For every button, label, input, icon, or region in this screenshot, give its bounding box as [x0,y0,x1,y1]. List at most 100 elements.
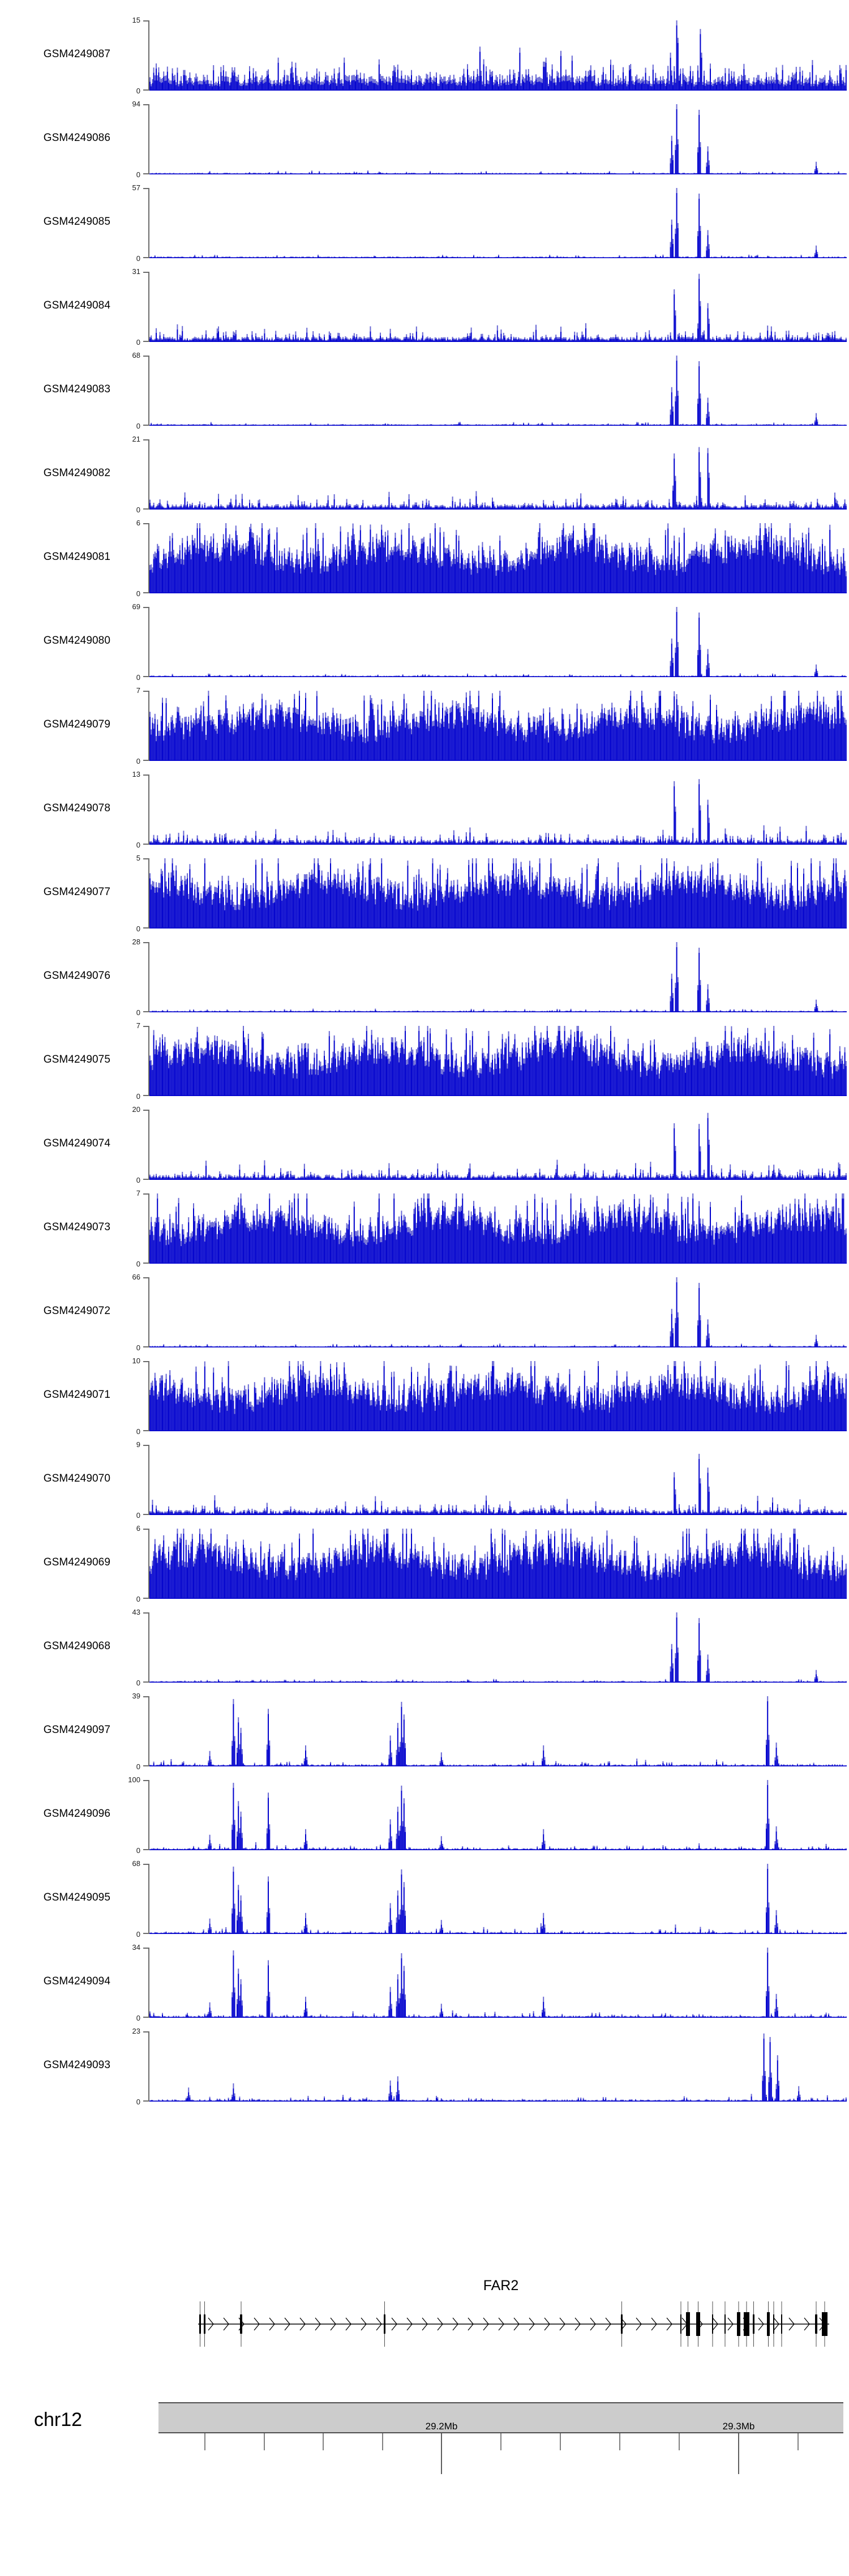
track-axis-tick-bottom [143,1346,149,1347]
track-y-axis: 10 0 [111,1357,149,1436]
track-axis-min-label: 0 [136,87,140,95]
track-axis-tick-bottom [143,257,149,258]
coverage-track-row: GSM4249085 57 0 [0,180,849,264]
track-axis-line [148,1361,149,1431]
track-axis-tick-top [143,1277,149,1278]
track-axis-tick-bottom [143,1849,149,1850]
track-axis-tick-top [143,2031,149,2032]
track-axis-line [148,1864,149,1934]
track-axis-line [148,1445,149,1515]
coverage-plot [149,1445,847,1515]
track-axis-max-label: 6 [136,519,140,527]
track-axis-tick-bottom [143,844,149,845]
track-axis-tick-bottom [143,1263,149,1264]
track-sample-label: GSM4249075 [0,1054,110,1066]
track-axis-min-label: 0 [136,1679,140,1687]
track-axis-line [148,20,149,91]
track-sample-label: GSM4249094 [0,1975,110,1988]
track-axis-max-label: 7 [136,1021,140,1030]
track-axis-tick-bottom [143,1933,149,1934]
track-axis-tick-bottom [143,1514,149,1515]
coverage-track-row: GSM4249073 7 0 [0,1186,849,1269]
coverage-track-row: GSM4249069 6 0 [0,1521,849,1604]
track-y-axis: 66 0 [111,1273,149,1352]
track-axis-min-label: 0 [136,589,140,598]
track-y-axis: 20 0 [111,1105,149,1184]
track-axis-line [148,774,149,845]
track-axis-max-label: 5 [136,854,140,862]
coverage-track-row: GSM4249075 7 0 [0,1018,849,1102]
coverage-plot [149,858,847,928]
track-axis-tick-top [143,188,149,189]
track-axis-line [148,356,149,426]
track-axis-max-label: 21 [132,435,140,443]
track-axis-tick-top [143,439,149,440]
track-axis-line [148,1780,149,1850]
track-axis-max-label: 57 [132,183,140,192]
track-axis-max-label: 23 [132,2027,140,2035]
track-y-axis: 21 0 [111,435,149,514]
track-axis-min-label: 0 [136,925,140,933]
track-sample-label: GSM4249069 [0,1556,110,1569]
track-axis-tick-top [143,607,149,608]
track-sample-label: GSM4249085 [0,216,110,228]
track-axis-max-label: 68 [132,351,140,360]
track-axis-tick-top [143,20,149,22]
track-axis-tick-bottom [143,927,149,928]
track-axis-max-label: 6 [136,1524,140,1533]
coverage-plot [149,2031,847,2102]
track-y-axis: 15 0 [111,16,149,95]
track-sample-label: GSM4249095 [0,1892,110,1904]
track-axis-line [148,188,149,258]
track-axis-tick-top [143,272,149,273]
track-axis-tick-top [143,1361,149,1362]
track-axis-max-label: 68 [132,1859,140,1868]
coverage-plot [149,439,847,510]
track-axis-tick-top [143,1780,149,1781]
coverage-track-row: GSM4249097 39 0 [0,1688,849,1772]
track-axis-min-label: 0 [136,1176,140,1184]
track-axis-tick-bottom [143,508,149,510]
track-axis-max-label: 9 [136,1440,140,1449]
track-sample-label: GSM4249096 [0,1808,110,1820]
track-sample-label: GSM4249076 [0,970,110,982]
track-axis-min-label: 0 [136,1092,140,1101]
track-axis-min-label: 0 [136,1343,140,1352]
coverage-track-row: GSM4249082 21 0 [0,431,849,515]
track-axis-tick-bottom [143,1095,149,1096]
track-sample-label: GSM4249081 [0,551,110,563]
track-axis-line [148,691,149,761]
coverage-track-row: GSM4249095 68 0 [0,1856,849,1940]
coverage-track-row: GSM4249077 5 0 [0,850,849,934]
coverage-track-row: GSM4249072 66 0 [0,1269,849,1353]
track-sample-label: GSM4249070 [0,1473,110,1485]
track-y-axis: 94 0 [111,100,149,179]
coverage-plot [149,1780,847,1850]
track-axis-tick-top [143,1445,149,1446]
track-axis-max-label: 100 [128,1775,140,1784]
track-sample-label: GSM4249083 [0,383,110,396]
coverage-plot [149,1277,847,1347]
track-axis-min-label: 0 [136,1511,140,1520]
track-axis-tick-top [143,1864,149,1865]
track-axis-line [148,1612,149,1683]
track-y-axis: 57 0 [111,183,149,263]
coverage-plot [149,607,847,677]
track-axis-max-label: 7 [136,1189,140,1197]
track-sample-label: GSM4249071 [0,1389,110,1401]
coverage-track-row: GSM4249083 68 0 [0,348,849,431]
track-axis-min-label: 0 [136,1260,140,1268]
track-axis-tick-bottom [143,341,149,342]
track-axis-max-label: 15 [132,16,140,24]
track-axis-tick-top [143,942,149,943]
track-axis-line [148,2031,149,2102]
coverage-plot [149,1110,847,1180]
coverage-track-row: GSM4249079 7 0 [0,683,849,767]
track-axis-min-label: 0 [136,338,140,346]
track-sample-label: GSM4249079 [0,718,110,731]
coverage-plot [149,1529,847,1599]
